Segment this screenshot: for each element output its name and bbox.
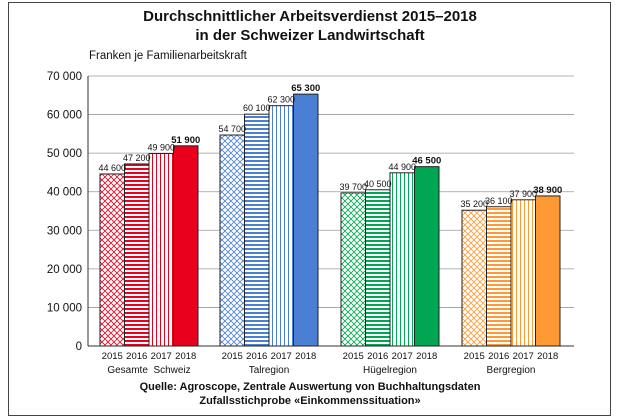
bar-value-label: 37 900 [509,189,537,199]
source-line-1: Quelle: Agroscope, Zentrale Auswertung v… [139,381,481,393]
y-tick-label: 50 000 [47,148,82,160]
bar-1-2015 [99,173,125,347]
y-tick-label: 10 000 [47,302,82,314]
x-year-label: 2017 [392,351,413,362]
bar-4-2016 [486,206,512,347]
bar-value-label: 35 200 [460,199,488,209]
y-axis-unit-label: Franken je Familienarbeitskraft [89,50,247,62]
group-label: Hügelregion [363,365,417,376]
x-year-label: 2017 [271,351,292,362]
bar-value-label: 44 600 [98,163,126,173]
bar-value-label: 47 200 [123,153,151,163]
x-year-label: 2018 [537,351,558,362]
y-tick-label: 0 [76,341,82,353]
y-tick-label: 40 000 [47,187,82,199]
bar-value-label: 40 500 [364,179,392,189]
x-year-label: 2015 [464,351,485,362]
bar-3-2017 [389,172,415,347]
bar-1-2018 [173,145,199,347]
bar-value-label: 39 700 [339,182,367,192]
group-label: Gesamte Schweiz [107,365,190,376]
x-year-label: 2017 [151,351,172,362]
bar-4-2018 [535,195,561,347]
bar-1-2016 [124,163,150,347]
bar-value-label: 62 300 [267,95,295,105]
source-line-2: Zufallsstichprobe «Einkommenssituation» [199,395,421,407]
bar-3-2015 [340,192,366,347]
y-tick-label: 60 000 [47,110,82,122]
bar-value-label: 46 500 [412,156,441,167]
chart-title-line-2: in der Schweizer Landwirtschaft [195,27,425,44]
bar-1-2017 [148,153,174,347]
bar-2-2016 [244,113,270,347]
x-year-label: 2017 [513,351,534,362]
bar-2-2017 [268,105,294,347]
bar-3-2018 [414,166,440,347]
x-year-label: 2016 [367,351,388,362]
x-year-label: 2018 [416,351,437,362]
bar-value-label: 38 900 [533,185,562,196]
bar-2-2015 [219,134,245,347]
y-tick-label: 30 000 [47,225,82,237]
chart-title-line-1: Durchschnittlicher Arbeitsverdienst 2015… [143,8,477,25]
x-year-label: 2015 [343,351,364,362]
bar-2-2018 [293,93,319,347]
bar-value-label: 36 100 [485,196,513,206]
x-year-label: 2016 [246,351,267,362]
bar-value-label: 51 900 [171,135,200,146]
x-year-label: 2018 [175,351,196,362]
bar-value-label: 65 300 [291,83,320,94]
bar-4-2015 [461,209,487,347]
x-year-label: 2016 [488,351,509,362]
bar-value-label: 60 100 [243,103,271,113]
x-year-label: 2015 [222,351,243,362]
bar-3-2016 [365,189,391,347]
y-tick-label: 20 000 [47,264,82,276]
bar-value-label: 49 900 [147,143,175,153]
bar-value-label: 44 900 [388,162,416,172]
x-year-label: 2015 [102,351,123,362]
x-year-label: 2018 [295,351,316,362]
bar-value-label: 54 700 [218,124,246,134]
y-tick-label: 70 000 [47,71,82,83]
group-label: Bergregion [487,365,536,376]
x-year-label: 2016 [126,351,147,362]
bar-4-2017 [510,199,536,347]
group-label: Talregion [249,365,290,376]
